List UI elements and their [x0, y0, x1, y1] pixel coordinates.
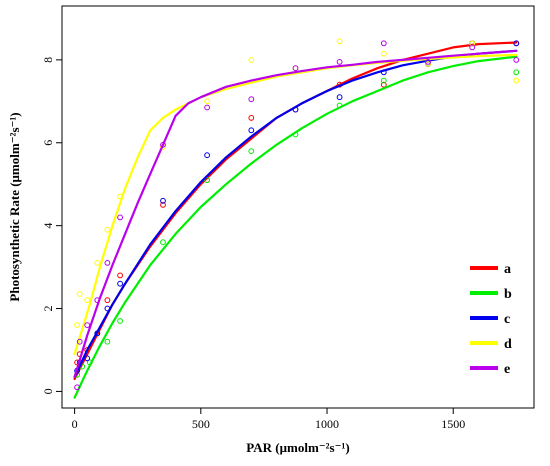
y-tick-label: 8: [41, 57, 55, 63]
y-tick-label: 4: [41, 223, 55, 229]
series-c-point: [336, 94, 343, 101]
legend-label-e: e: [504, 362, 510, 377]
series-c-point: [117, 280, 123, 287]
series-e-point: [380, 40, 387, 47]
series-c-point: [204, 152, 211, 159]
series-e-point: [74, 384, 80, 391]
series-d-point: [248, 57, 255, 63]
series-e-point: [204, 104, 211, 111]
series-e-point: [104, 260, 111, 266]
series-a: [73, 40, 520, 381]
series-c: [73, 40, 520, 378]
series-e-point: [76, 338, 83, 345]
x-tick-label: 500: [192, 417, 210, 431]
x-tick-label: 1000: [315, 417, 339, 431]
series-b-point: [117, 318, 123, 324]
series-d-point: [76, 291, 83, 297]
series-c-point: [94, 330, 101, 337]
series-d-point: [380, 50, 387, 57]
series-c-point: [160, 197, 166, 204]
series-d-point: [117, 193, 123, 200]
series-c-point: [380, 69, 387, 76]
series-e-point: [84, 322, 91, 329]
series-d-fit-line: [73, 53, 518, 356]
series-b-point: [204, 177, 211, 184]
legend-label-d: d: [504, 337, 512, 352]
series-b-point: [104, 338, 111, 345]
series-b: [73, 40, 520, 399]
y-tick-label: 6: [41, 140, 55, 146]
series-b-point: [86, 359, 93, 366]
series-e-point: [292, 65, 299, 72]
series-e-point: [248, 96, 255, 103]
series-c-point: [248, 127, 255, 134]
plot-frame: [61, 5, 535, 409]
series-e-point: [160, 141, 166, 148]
series-d-point: [336, 38, 343, 45]
series-d-point: [513, 77, 520, 84]
series-b-point: [380, 77, 387, 84]
series-b-point: [336, 102, 343, 109]
series-a-fit-line: [73, 41, 518, 381]
y-axis-title: Photosynthetic Rate (μmolm⁻²s⁻¹): [7, 112, 22, 301]
series-d-point: [74, 322, 80, 329]
series-d-point: [94, 260, 101, 266]
series-b-point: [513, 69, 520, 76]
y-tick-label: 0: [41, 388, 55, 394]
series-e-fit-line: [73, 49, 518, 378]
series-a-point: [160, 202, 166, 208]
series-a-point: [104, 297, 111, 304]
series-d-point: [469, 40, 476, 47]
legend-label-b: b: [504, 287, 512, 302]
series-e-point: [94, 297, 101, 304]
x-axis-title: PAR (μmolm⁻²s⁻¹): [246, 440, 349, 455]
x-tick-label: 0: [72, 417, 78, 431]
series-e-point: [469, 44, 476, 51]
series-b-point: [160, 239, 166, 246]
series-e-point: [513, 57, 520, 63]
y-tick-label: 2: [41, 306, 55, 312]
series-e-point: [336, 59, 343, 65]
legend-label-a: a: [504, 262, 511, 277]
series-c-point: [513, 40, 520, 47]
series-d-point: [204, 98, 211, 105]
x-tick-label: 1500: [441, 417, 465, 431]
series-b-point: [292, 131, 299, 138]
series-a-point: [380, 81, 387, 88]
series-d-point: [84, 297, 91, 304]
series-c-fit-line: [73, 49, 518, 378]
series-a-point: [117, 272, 123, 279]
series-c-point: [84, 355, 91, 362]
series-d-point: [104, 226, 111, 233]
series-c-point: [292, 106, 299, 113]
series-b-fit-line: [73, 55, 518, 399]
series-layer: [73, 38, 520, 399]
series-e: [73, 40, 520, 391]
y-axis: 0 2 4 6 8: [41, 57, 62, 394]
series-b-point: [248, 148, 255, 155]
x-axis: 0 500 1000 1500: [72, 408, 465, 431]
series-e-point: [117, 214, 123, 221]
series-d-point: [425, 61, 431, 67]
series-c-point: [104, 305, 111, 312]
series-a-point: [248, 115, 255, 121]
legend-label-c: c: [504, 312, 510, 327]
series-e-point: [425, 59, 431, 65]
